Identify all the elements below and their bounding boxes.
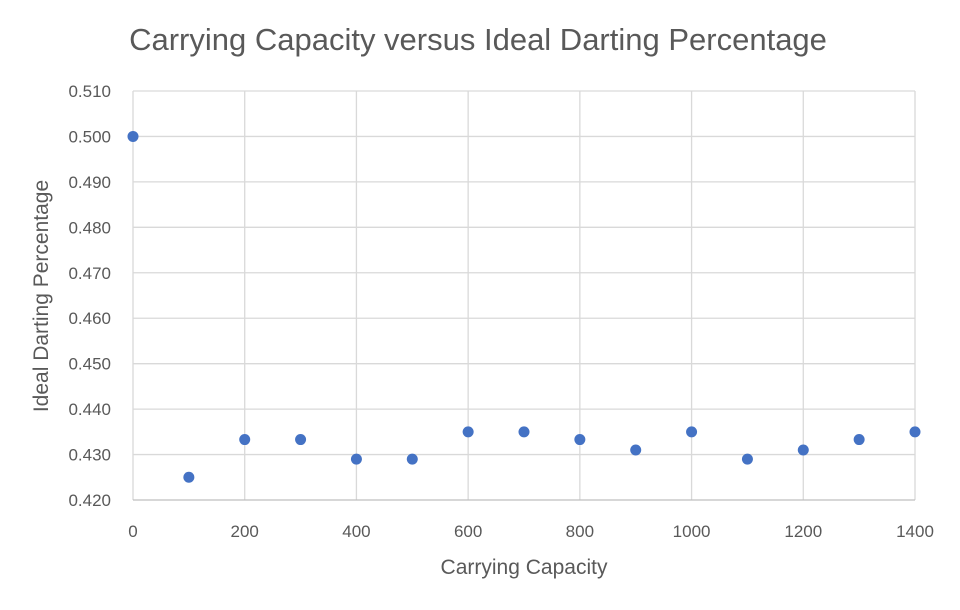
data-point — [295, 434, 307, 446]
y-tick-label: 0.430 — [68, 446, 111, 465]
x-tick-label: 800 — [566, 522, 594, 541]
data-point — [853, 434, 865, 446]
x-axis-title: Carrying Capacity — [441, 556, 608, 579]
x-tick-label: 600 — [454, 522, 482, 541]
y-tick-label: 0.440 — [68, 400, 111, 419]
horizontal-gridlines — [133, 90, 915, 456]
data-point — [127, 130, 139, 142]
data-point — [741, 453, 753, 465]
data-point — [686, 426, 698, 438]
chart-title: Carrying Capacity versus Ideal Darting P… — [129, 22, 827, 57]
data-point — [239, 434, 251, 446]
x-tick-label: 400 — [342, 522, 370, 541]
data-point — [350, 453, 362, 465]
data-point — [630, 444, 642, 456]
data-point — [406, 453, 418, 465]
y-tick-label: 0.490 — [68, 173, 111, 192]
data-point — [183, 471, 195, 483]
y-tick-label: 0.420 — [68, 491, 111, 510]
x-tick-label: 1000 — [673, 522, 711, 541]
y-tick-label: 0.500 — [68, 127, 111, 146]
data-point — [462, 426, 474, 438]
x-tick-labels: 0 200 400 600 800 1000 1200 1400 — [128, 522, 934, 541]
data-point — [797, 444, 809, 456]
y-tick-label: 0.470 — [68, 264, 111, 283]
y-axis-title: Ideal Darting Percentage — [30, 180, 53, 412]
data-point — [574, 434, 586, 446]
data-points — [127, 130, 921, 483]
data-point — [909, 426, 921, 438]
vertical-gridlines — [132, 91, 916, 500]
x-tick-label: 200 — [231, 522, 259, 541]
x-tick-label: 1400 — [896, 522, 934, 541]
y-tick-label: 0.480 — [68, 218, 111, 237]
y-tick-labels: 0.420 0.430 0.440 0.450 0.460 0.470 0.480 0.490… — [68, 82, 111, 510]
y-tick-label: 0.510 — [68, 82, 111, 101]
x-tick-label: 1200 — [784, 522, 822, 541]
data-point — [518, 426, 530, 438]
x-tick-label: 0 — [128, 522, 137, 541]
y-tick-label: 0.460 — [68, 309, 111, 328]
y-tick-label: 0.450 — [68, 355, 111, 374]
